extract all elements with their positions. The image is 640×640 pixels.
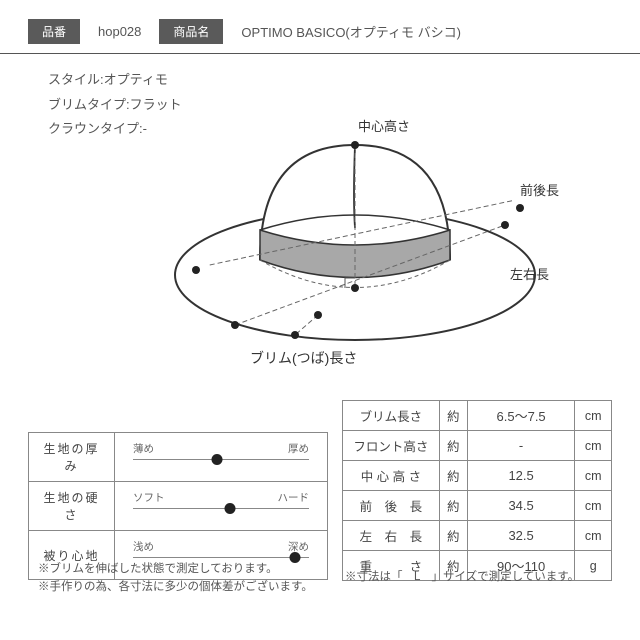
dot — [351, 284, 359, 292]
spec-style: スタイル:オプティモ — [48, 68, 640, 93]
dim-value: 32.5 — [467, 521, 575, 551]
slider-dot — [224, 503, 235, 514]
slider-cell: ソフト ハード — [115, 482, 328, 531]
dim-approx: 約 — [439, 401, 467, 431]
dim-row: 左 右 長約32.5cm — [343, 521, 612, 551]
slider-right-label: ハード — [278, 490, 310, 505]
slider-table: 生地の厚み薄め厚め生地の硬さソフトハード被り心地浅め深め — [28, 432, 328, 580]
slider-left-label: 浅め — [133, 539, 154, 554]
slider-label: 生地の厚み — [29, 433, 115, 482]
dot — [501, 221, 509, 229]
dash-brim-len — [295, 315, 318, 335]
dim-approx: 約 — [439, 491, 467, 521]
dim-unit: cm — [575, 461, 612, 491]
slider-dot — [212, 454, 223, 465]
dim-row: 前 後 長約34.5cm — [343, 491, 612, 521]
dim-approx: 約 — [439, 431, 467, 461]
hat-diagram: 中心高さ 前後長 左右長 ブリム(つば)長さ — [150, 110, 570, 370]
notes-right: ※寸法は「 L 」サイズで測定しています。 — [345, 568, 579, 584]
slider-row: 生地の厚み 薄め 厚め — [29, 433, 328, 482]
dim-name: 中 心 高 さ — [343, 461, 440, 491]
notes-left: ※ブリムを伸ばした状態で測定しております。 ※手作りの為、各寸法に多少の個体差が… — [38, 560, 313, 597]
dim-unit: cm — [575, 521, 612, 551]
slider-track — [133, 557, 309, 558]
slider-left-label: 薄め — [133, 441, 154, 456]
dot — [291, 331, 299, 339]
dim-row: フロント高さ約-cm — [343, 431, 612, 461]
dim-value: 6.5～7.5 — [467, 401, 575, 431]
dot — [314, 311, 322, 319]
dim-name: ブリム長さ — [343, 401, 440, 431]
dim-name: 前 後 長 — [343, 491, 440, 521]
label-brim-length: ブリム(つば)長さ — [250, 348, 357, 368]
dimensions-table: ブリム長さ約6.5～7.5cmフロント高さ約-cm中 心 高 さ約12.5cm前… — [342, 400, 612, 581]
note-1: ※ブリムを伸ばした状態で測定しております。 — [38, 560, 313, 578]
dim-approx: 約 — [439, 461, 467, 491]
dim-name: 左 右 長 — [343, 521, 440, 551]
name-label: 商品名 — [159, 19, 223, 44]
dot — [351, 141, 359, 149]
slider-block: 生地の厚み薄め厚め生地の硬さソフトハード被り心地浅め深め — [28, 400, 328, 580]
dim-unit: cm — [575, 491, 612, 521]
header: 品番 hop028 商品名 OPTIMO BASICO(オプティモ バシコ) — [0, 0, 640, 54]
dot — [231, 321, 239, 329]
dim-unit: g — [575, 551, 612, 581]
note-2: ※手作りの為、各寸法に多少の個体差がございます。 — [38, 578, 313, 596]
dim-value: 34.5 — [467, 491, 575, 521]
dot — [516, 204, 524, 212]
dim-row: ブリム長さ約6.5～7.5cm — [343, 401, 612, 431]
dim-unit: cm — [575, 401, 612, 431]
hat-svg — [150, 110, 570, 370]
dot — [192, 266, 200, 274]
slider-row: 生地の硬さ ソフト ハード — [29, 482, 328, 531]
label-left-right: 左右長 — [510, 264, 549, 283]
slider-cell: 薄め 厚め — [115, 433, 328, 482]
dim-value: - — [467, 431, 575, 461]
dim-name: フロント高さ — [343, 431, 440, 461]
name-value: OPTIMO BASICO(オプティモ バシコ) — [223, 18, 479, 45]
slider-track — [133, 508, 309, 509]
dim-approx: 約 — [439, 521, 467, 551]
bottom-section: 生地の厚み薄め厚め生地の硬さソフトハード被り心地浅め深め ブリム長さ約6.5～7… — [0, 400, 640, 581]
dim-value: 12.5 — [467, 461, 575, 491]
label-center-height: 中心高さ — [358, 116, 410, 135]
label-front-back: 前後長 — [520, 180, 559, 199]
sku-label: 品番 — [28, 19, 80, 44]
slider-left-label: ソフト — [133, 490, 165, 505]
slider-label: 生地の硬さ — [29, 482, 115, 531]
dim-unit: cm — [575, 431, 612, 461]
sku-value: hop028 — [80, 20, 159, 43]
dim-row: 中 心 高 さ約12.5cm — [343, 461, 612, 491]
slider-right-label: 厚め — [288, 441, 309, 456]
